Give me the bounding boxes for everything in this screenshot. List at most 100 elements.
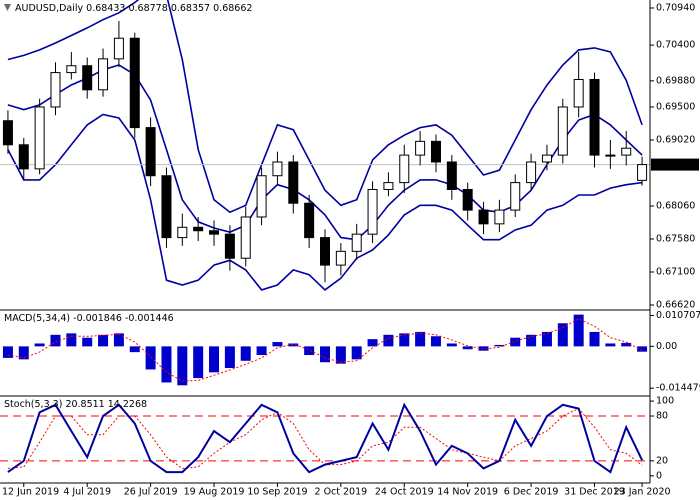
candle-body [34,106,45,170]
candle-body [288,161,299,204]
y-tick-label: 0.00 [656,341,677,352]
candle-body [383,182,394,190]
y-tick-label: 0.69020 [656,134,695,145]
header-low: 0.68357 [171,3,210,14]
x-tick-label: 26 Jul 2019 [124,487,178,498]
macd-signal-line [7,318,643,382]
y-tick-label: 0.66620 [656,299,695,310]
macd-bar [573,314,584,347]
candle-body [367,188,378,235]
current-price-label: 0.68662 [655,159,694,170]
macd-bar [256,346,267,356]
macd-bar [351,346,362,360]
candle-body [320,237,330,266]
x-tick-label: 2 Oct 2019 [315,487,368,498]
macd-bar [415,331,426,347]
macd-bar [399,333,410,347]
candle-body [177,226,188,239]
macd-bar [478,346,489,351]
candle-body [399,154,410,184]
header-open: 0.68433 [86,3,125,14]
x-tick-label: 12 Jun 2019 [2,487,59,498]
macd-bar [510,337,521,347]
candle-body [161,175,172,239]
candle-body [494,209,505,225]
macd-bar [304,346,315,356]
y-tick-label: 0.67580 [656,233,695,244]
candle-body [446,161,457,190]
candle-body [605,154,616,157]
candle-body [50,72,61,108]
candle-body [589,78,600,156]
symbol-title: AUDUSD,Daily [15,3,84,14]
candle-body [256,175,267,218]
candle-body [145,127,156,177]
x-tick-label: 14 Nov 2019 [437,487,498,498]
main-header: AUDUSD,Daily 0.68433 0.68778 0.68357 0.6… [15,3,252,14]
macd-bar [66,333,77,347]
symbol-icon [4,4,11,11]
macd-bar [541,331,552,347]
candle-body [240,216,251,259]
y-tick-label: 0.69500 [656,101,695,112]
bollinger-lower [7,113,643,291]
candle-body [526,161,537,184]
macd-bar [446,343,457,347]
current-price-box [651,158,699,171]
candle-body [18,144,29,170]
x-tick-label: 19 Aug 2019 [184,487,245,498]
axes [0,0,654,487]
macd-bar [98,334,109,347]
y-tick-label: 0.010707 [656,310,700,321]
candle-body [573,78,584,108]
macd-bar [320,346,330,363]
macd-bar [637,346,648,352]
macd-bar [224,346,235,369]
x-tick-label: 6 Dec 2019 [504,487,559,498]
macd-bar [557,323,568,347]
stoch-signal-value: 14.2268 [108,399,147,410]
macd-bar [240,346,251,361]
candle-body [430,140,441,163]
candle-body [304,202,315,239]
stoch-main-value: 20.8511 [65,399,104,410]
candle-body [351,233,362,252]
candle-body [462,188,473,211]
macd-bar [430,336,441,347]
y-tick-label: -0.014479 [656,383,700,394]
macd-bar [177,346,188,386]
macd-bar [494,344,505,347]
candle-body [557,106,568,156]
y-tick-label: 0.70400 [656,40,695,51]
macd-bar [34,343,45,347]
macd-bar [367,339,378,347]
macd-bar [589,331,600,347]
candle-body [510,182,521,211]
candle-body [209,230,220,235]
x-tick-label: 31 Dec 2019 [564,487,625,498]
plot-area [0,0,650,474]
y-tick-label: 0.67100 [656,266,695,277]
x-tick-label: 10 Sep 2019 [247,487,307,498]
candle-body [272,161,283,177]
macd-bar [288,343,299,347]
x-tick-label: 4 Jul 2019 [63,487,111,498]
candle-body [224,233,235,259]
macd-bar [621,342,632,347]
x-tick-label: 24 Oct 2019 [375,487,434,498]
y-tick-label: 0.69880 [656,75,695,86]
macd-bar [113,333,124,347]
macd-bar [82,337,93,347]
candle-body [478,209,489,225]
stoch-header: Stoch(5,3,3) 20.8511 14.2268 [4,399,147,410]
stoch-title: Stoch(5,3,3) [4,399,62,410]
y-tick-label: 0 [656,470,662,481]
candle-body [113,37,124,60]
candle-body [66,65,77,74]
macd-bar [335,346,346,364]
y-tick-label: 100 [656,396,674,407]
macd-bar [193,346,204,379]
macd-bar [605,343,616,347]
